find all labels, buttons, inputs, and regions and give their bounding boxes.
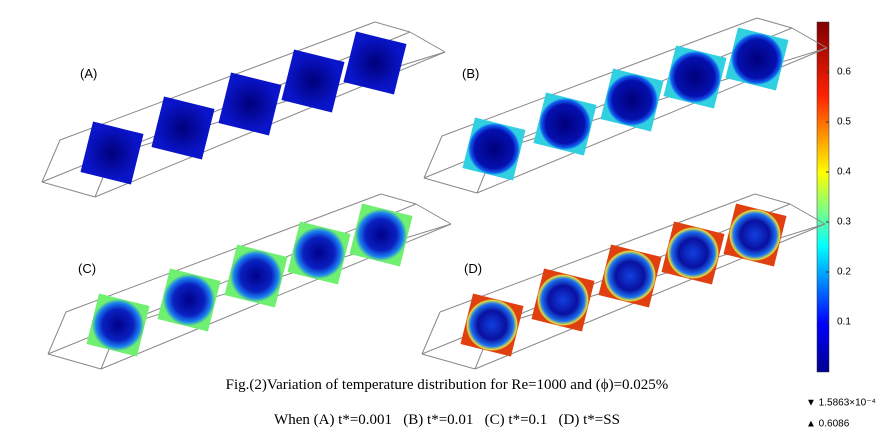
wireframe bbox=[59, 21, 376, 141]
heated-block bbox=[218, 72, 282, 136]
heated-block bbox=[86, 293, 150, 357]
heated-block bbox=[80, 121, 144, 185]
wireframe bbox=[421, 353, 476, 370]
wireframe bbox=[423, 177, 478, 194]
heated-block bbox=[663, 45, 727, 109]
wireframe bbox=[791, 27, 828, 49]
colorbar bbox=[816, 21, 830, 373]
colorbar-tick-label: 0.1 bbox=[837, 317, 851, 328]
heated-block bbox=[281, 49, 345, 113]
wireframe bbox=[41, 181, 96, 198]
wireframe bbox=[421, 311, 441, 355]
heated-block bbox=[598, 244, 662, 308]
panel bbox=[41, 21, 446, 198]
panel-label: (A) bbox=[80, 66, 97, 81]
wireframe bbox=[409, 31, 446, 53]
panel-label: (D) bbox=[464, 261, 482, 276]
wireframe bbox=[756, 17, 793, 29]
panel bbox=[423, 17, 828, 194]
heated-block bbox=[343, 31, 407, 95]
caption-line: When (A) t*=0.001 (B) t*=0.01 (C) t*=0.1… bbox=[274, 412, 620, 428]
colorbar-tick-label: 0.3 bbox=[837, 217, 851, 228]
wireframe bbox=[374, 21, 411, 33]
heated-block bbox=[661, 221, 725, 285]
panel bbox=[47, 193, 452, 370]
colorbar-tick-label: 0.5 bbox=[837, 117, 851, 128]
wireframe bbox=[754, 193, 791, 205]
heated-block bbox=[533, 92, 597, 156]
heated-block bbox=[600, 68, 664, 132]
wireframe bbox=[41, 139, 61, 183]
caption-line: Fig.(2)Variation of temperature distribu… bbox=[226, 377, 669, 393]
colorbar-max: ▲ 0.6086 bbox=[806, 419, 850, 430]
panel-label: (C) bbox=[78, 261, 96, 276]
heated-block bbox=[460, 293, 524, 357]
wireframe bbox=[47, 311, 67, 355]
wireframe bbox=[423, 135, 443, 179]
heated-block bbox=[157, 268, 221, 332]
wireframe bbox=[380, 193, 417, 205]
heated-block bbox=[151, 96, 215, 160]
heated-block bbox=[725, 27, 789, 91]
wireframe bbox=[415, 203, 452, 225]
heated-block bbox=[349, 203, 413, 267]
heated-block bbox=[287, 221, 351, 285]
panel-label: (B) bbox=[462, 66, 479, 81]
heated-block bbox=[224, 244, 288, 308]
wireframe bbox=[439, 193, 756, 313]
wireframe bbox=[65, 193, 382, 313]
wireframe bbox=[789, 203, 826, 225]
panel bbox=[421, 193, 826, 370]
colorbar-min: ▼ 1.5863×10⁻⁴ bbox=[806, 398, 876, 409]
colorbar-tick-label: 0.6 bbox=[837, 67, 851, 78]
heated-block bbox=[531, 268, 595, 332]
colorbar-tick-label: 0.2 bbox=[837, 267, 851, 278]
colorbar-tick-label: 0.4 bbox=[837, 167, 851, 178]
wireframe bbox=[47, 353, 102, 370]
wireframe bbox=[441, 17, 758, 137]
heated-block bbox=[462, 117, 526, 181]
heated-block bbox=[723, 203, 787, 267]
